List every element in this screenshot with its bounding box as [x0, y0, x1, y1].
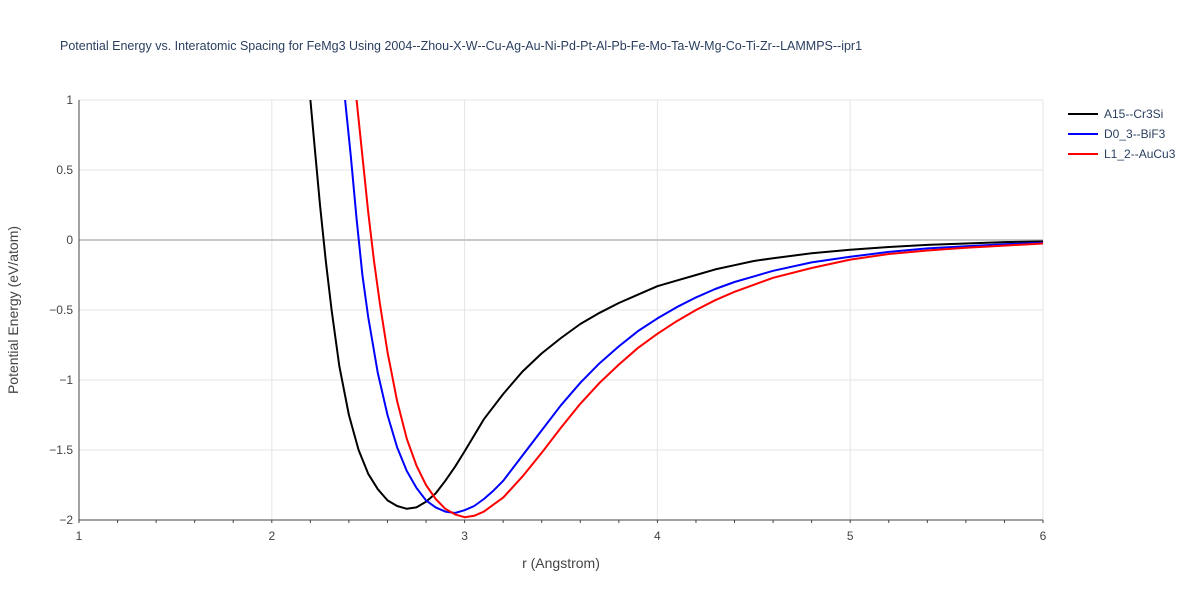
- chart-title: Potential Energy vs. Interatomic Spacing…: [60, 39, 862, 53]
- x-tick-label: 1: [76, 529, 83, 543]
- series-line-A15--Cr3Si: [309, 100, 1043, 510]
- legend-label: D0_3--BiF3: [1104, 127, 1166, 141]
- plot-area: [78, 99, 1044, 523]
- axes: [78, 100, 1044, 523]
- y-tick-label: −2: [59, 513, 73, 527]
- x-tick-labels: 1 2 3 4 5 6: [76, 529, 1047, 543]
- y-tick-label: 0: [66, 233, 73, 247]
- y-tick-label: −1: [59, 373, 73, 387]
- y-axis-title: Potential Energy (eV/atom): [5, 226, 21, 394]
- series-line-L1_2--AuCu3: [355, 100, 1043, 519]
- x-axis-title: r (Angstrom): [522, 555, 600, 571]
- series-group: [309, 100, 1043, 519]
- x-tick-label: 5: [847, 529, 854, 543]
- legend-label: L1_2--AuCu3: [1104, 147, 1176, 161]
- grid: [79, 99, 1044, 520]
- y-tick-label: −0.5: [49, 303, 73, 317]
- legend: A15--Cr3Si D0_3--BiF3 L1_2--AuCu3: [1068, 107, 1176, 161]
- series-line-D0_3--BiF3: [344, 100, 1043, 514]
- x-tick-label: 6: [1040, 529, 1047, 543]
- y-tick-label: 1: [66, 93, 73, 107]
- x-tick-label: 4: [654, 529, 661, 543]
- y-tick-labels: −2 −1.5 −1 −0.5 0 0.5 1: [49, 93, 73, 527]
- legend-label: A15--Cr3Si: [1104, 107, 1163, 121]
- x-tick-label: 3: [461, 529, 468, 543]
- x-tick-label: 2: [268, 529, 275, 543]
- y-tick-label: 0.5: [56, 163, 73, 177]
- y-tick-label: −1.5: [49, 443, 73, 457]
